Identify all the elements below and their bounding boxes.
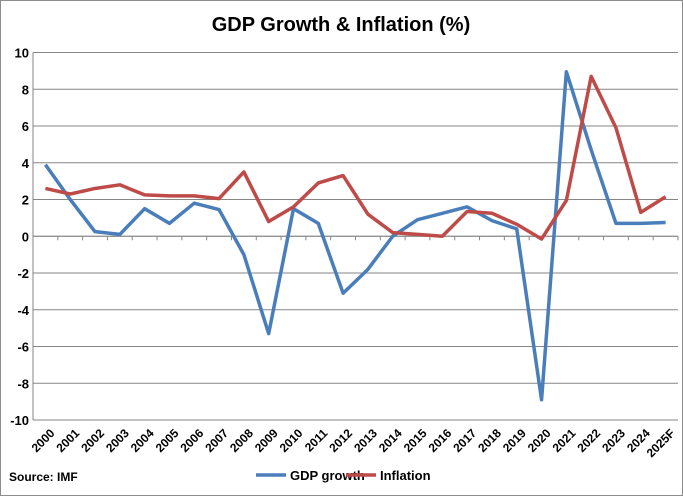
x-tick-label: 2003 [103, 426, 132, 455]
x-tick-label: 2018 [475, 426, 504, 455]
x-tick-label: 2008 [227, 426, 256, 455]
series-line-inflation [45, 74, 667, 241]
x-tick-label: 2004 [128, 426, 157, 455]
x-tick-label: 2014 [376, 426, 405, 455]
y-tick-label: 2 [22, 193, 29, 208]
y-tick-label: 0 [22, 229, 29, 244]
y-tick-label: -6 [17, 340, 29, 355]
x-tick-label: 2000 [29, 426, 58, 455]
chart-title: GDP Growth & Inflation (%) [212, 14, 471, 36]
x-tick-label: 2022 [574, 426, 603, 455]
x-tick-label: 2010 [277, 426, 306, 455]
y-tick-label: 10 [15, 46, 29, 61]
legend-label: GDP growth [290, 468, 365, 483]
x-tick-label: 2025F [644, 426, 678, 460]
x-tick-label: 2009 [252, 426, 281, 455]
x-tick-label: 2007 [202, 426, 231, 455]
x-tick-label: 2006 [178, 426, 207, 455]
x-tick-label: 2020 [525, 426, 554, 455]
y-tick-label: -4 [17, 303, 29, 318]
x-tick-label: 2005 [153, 426, 182, 455]
x-tick-label: 2012 [326, 426, 355, 455]
series-line-gdp-growth [43, 70, 666, 402]
x-tick-label: 2015 [401, 426, 430, 455]
x-tick-label: 2013 [351, 426, 380, 455]
source-note: Source: IMF [9, 470, 78, 484]
y-tick-label: 4 [22, 156, 30, 171]
x-tick-label: 2011 [302, 426, 331, 455]
x-tick-label: 2001 [53, 426, 82, 455]
y-tick-label: 8 [22, 82, 29, 97]
x-tick-label: 2021 [550, 426, 579, 455]
x-tick-label: 2023 [599, 426, 628, 455]
x-tick-label: 2016 [426, 426, 455, 455]
y-tick-label: -2 [17, 266, 29, 281]
y-tick-label: -8 [17, 376, 29, 391]
legend-label: Inflation [380, 468, 431, 483]
y-tick-label: 6 [22, 119, 29, 134]
y-tick-label: -10 [10, 413, 29, 428]
x-tick-label: 2017 [450, 426, 479, 455]
x-tick-label: 2019 [500, 426, 529, 455]
x-tick-label: 2002 [78, 426, 107, 455]
